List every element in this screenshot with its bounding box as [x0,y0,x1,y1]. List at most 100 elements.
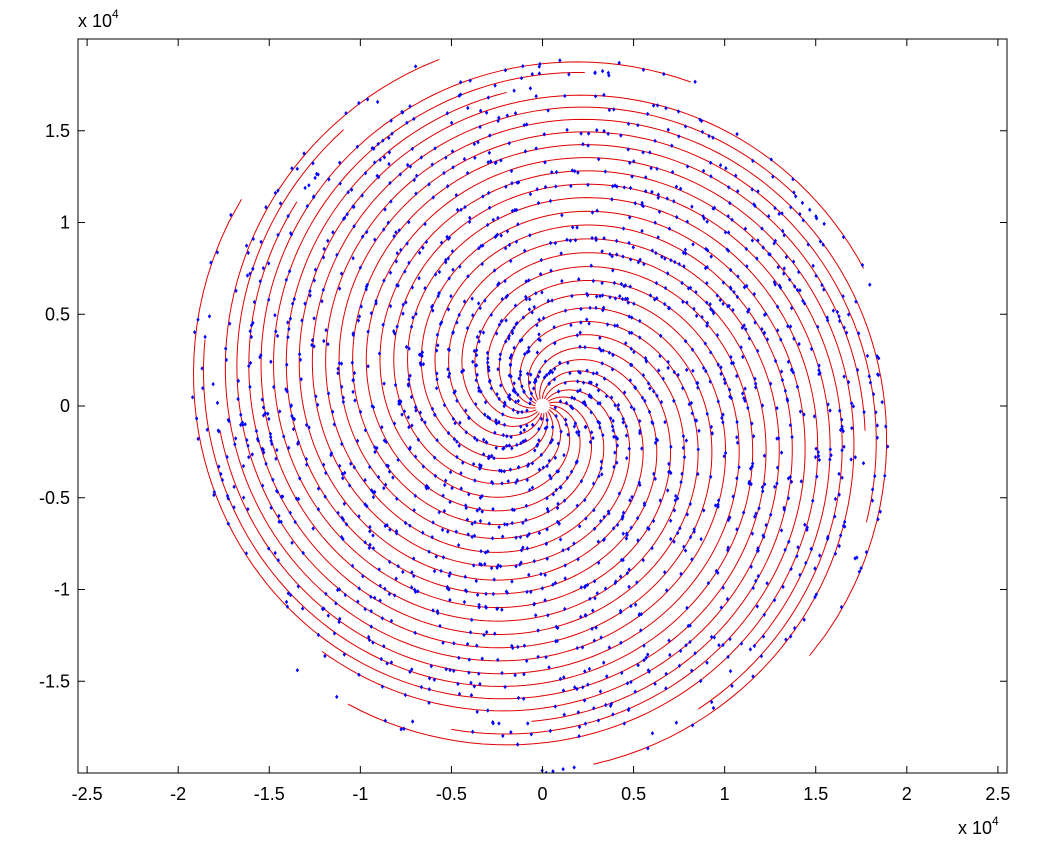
data-point [454,192,459,198]
data-point [475,643,479,648]
data-point [747,479,752,485]
data-point [266,297,271,302]
data-point [577,277,581,282]
data-point [705,300,709,305]
data-point [686,286,691,291]
data-point [753,385,758,390]
data-point [486,360,490,365]
data-point [591,481,596,486]
data-point [642,658,646,663]
data-point [688,639,692,645]
data-point [840,475,844,480]
data-point [550,370,555,375]
data-point [316,486,321,491]
data-point [451,416,456,422]
data-point [636,662,640,668]
data-point [677,261,681,267]
data-point [734,173,738,178]
data-point [588,596,592,602]
data-point [212,489,217,495]
data-point [401,311,405,316]
data-point [496,215,500,221]
data-point [573,238,578,243]
data-point [225,454,229,460]
data-point [414,191,418,196]
data-point [638,428,642,434]
data-point [849,457,853,462]
data-point [337,361,342,366]
data-point [514,480,518,485]
data-point [565,127,569,133]
data-point [380,424,384,430]
data-point [567,72,571,77]
data-point [192,330,197,335]
data-point [465,517,470,522]
data-point [676,530,680,536]
data-point [628,257,633,262]
data-point [311,161,315,166]
data-point [726,214,730,219]
data-point [510,520,514,526]
data-point [657,368,661,373]
data-point [779,337,783,342]
data-point [833,551,838,556]
data-point [581,685,585,690]
data-point [641,67,646,73]
data-point [779,528,784,533]
data-point [287,326,291,332]
data-point [382,278,386,283]
data-point [756,546,760,551]
data-point [443,482,447,488]
data-point [579,585,583,590]
data-point [278,201,283,206]
data-point [472,533,477,538]
data-point [217,464,221,469]
data-point [389,199,393,204]
data-point [578,344,582,349]
data-point [492,577,496,582]
data-point [755,548,760,554]
data-point [651,421,655,426]
data-point [487,205,492,210]
data-point [453,421,457,426]
data-point [721,585,725,590]
data-point [821,242,825,247]
data-point [421,245,425,250]
data-point [290,540,294,546]
data-point [444,666,448,672]
data-point [709,254,713,259]
data-point [394,230,398,235]
data-point [535,442,540,447]
data-point [841,234,846,240]
data-point [258,355,262,360]
data-point [777,211,781,217]
data-point [679,571,683,577]
data-point [301,550,305,556]
data-point [408,669,412,675]
data-point [532,304,536,310]
data-point [312,316,316,321]
data-point [369,311,374,316]
data-point [558,360,562,366]
data-point [608,295,612,300]
data-point [541,315,546,321]
data-point [543,598,547,603]
data-point [678,186,683,191]
data-point [357,100,361,106]
data-point [572,765,576,770]
data-point [755,256,759,261]
data-point [477,671,481,676]
data-point [593,94,598,99]
data-point [576,710,581,715]
data-point [545,417,549,423]
data-point [653,220,657,225]
data-point [521,64,525,69]
data-point [292,296,296,302]
data-point [711,135,715,140]
data-point [593,70,597,76]
data-point [383,523,387,529]
data-point [442,508,447,514]
data-point [677,134,681,139]
data-point [530,485,535,490]
y-exponent-base: x 10 [78,11,112,31]
